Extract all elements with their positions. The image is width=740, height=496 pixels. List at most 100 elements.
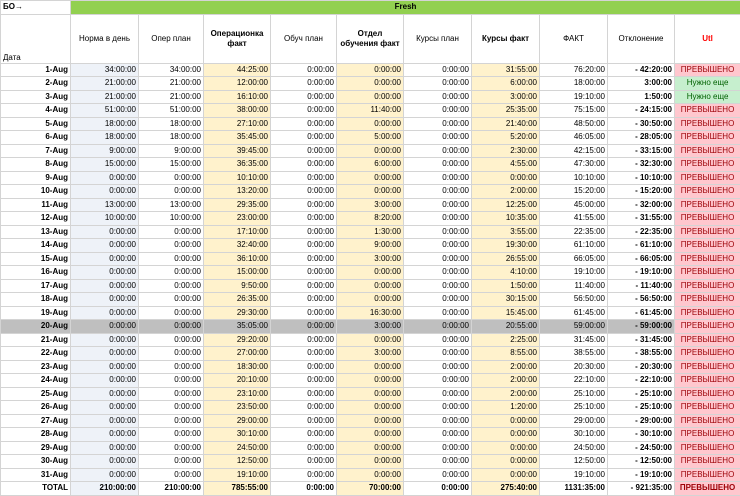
fakt-cell[interactable]: 19:10:00 xyxy=(540,90,608,104)
oper-plan-cell[interactable]: 10:00:00 xyxy=(139,212,204,226)
kursy-plan-cell[interactable]: 0:00:00 xyxy=(404,401,472,415)
obuch-plan-cell[interactable]: 0:00:00 xyxy=(271,225,337,239)
date-cell[interactable]: 12-Aug xyxy=(1,212,71,226)
fakt-cell[interactable]: 22:35:00 xyxy=(540,225,608,239)
norm-cell[interactable]: 0:00:00 xyxy=(71,279,139,293)
oper-fact-cell[interactable]: 12:00:00 xyxy=(204,77,271,91)
kursy-plan-cell[interactable]: 0:00:00 xyxy=(404,306,472,320)
kursy-fact-cell[interactable]: 21:40:00 xyxy=(472,117,540,131)
date-cell[interactable]: 4-Aug xyxy=(1,104,71,118)
otdel-fact-cell[interactable]: 0:00:00 xyxy=(337,266,404,280)
obuch-plan-cell[interactable]: 0:00:00 xyxy=(271,306,337,320)
otkl-cell[interactable]: - 24:50:00 xyxy=(608,441,675,455)
oper-plan-cell[interactable]: 0:00:00 xyxy=(139,347,204,361)
status-cell[interactable]: ПРЕВЫШЕНО xyxy=(675,239,740,253)
date-cell[interactable]: 2-Aug xyxy=(1,77,71,91)
otdel-fact-cell[interactable]: 0:00:00 xyxy=(337,333,404,347)
fakt-cell[interactable]: 19:10:00 xyxy=(540,468,608,482)
obuch-plan-cell[interactable]: 0:00:00 xyxy=(271,252,337,266)
kursy-plan-cell[interactable]: 0:00:00 xyxy=(404,347,472,361)
oper-fact-cell[interactable]: 19:10:00 xyxy=(204,468,271,482)
oper-plan-cell[interactable]: 0:00:00 xyxy=(139,252,204,266)
kursy-plan-cell[interactable]: 0:00:00 xyxy=(404,225,472,239)
otdel-fact-cell[interactable]: 5:00:00 xyxy=(337,131,404,145)
oper-fact-cell[interactable]: 35:45:00 xyxy=(204,131,271,145)
date-cell[interactable]: 7-Aug xyxy=(1,144,71,158)
obuch-plan-cell[interactable]: 0:00:00 xyxy=(271,144,337,158)
banner-left-cell[interactable]: БО→ xyxy=(1,1,71,15)
kursy-fact-cell[interactable]: 19:30:00 xyxy=(472,239,540,253)
norm-cell[interactable]: 13:00:00 xyxy=(71,198,139,212)
status-cell[interactable]: ПРЕВЫШЕНО xyxy=(675,374,740,388)
date-cell[interactable]: 3-Aug xyxy=(1,90,71,104)
date-cell[interactable]: 20-Aug xyxy=(1,320,71,334)
otkl-cell[interactable]: - 30:50:00 xyxy=(608,117,675,131)
otkl-cell[interactable]: - 19:10:00 xyxy=(608,266,675,280)
kursy-fact-cell[interactable]: 2:00:00 xyxy=(472,387,540,401)
fakt-cell[interactable]: 19:10:00 xyxy=(540,266,608,280)
norm-cell[interactable]: 0:00:00 xyxy=(71,387,139,401)
status-cell[interactable]: ПРЕВЫШЕНО xyxy=(675,212,740,226)
oper-fact-cell[interactable]: 35:05:00 xyxy=(204,320,271,334)
kursy-plan-cell[interactable]: 0:00:00 xyxy=(404,468,472,482)
otkl-cell[interactable]: - 61:10:00 xyxy=(608,239,675,253)
kursy-fact-cell[interactable]: 30:15:00 xyxy=(472,293,540,307)
otkl-cell[interactable]: - 20:30:00 xyxy=(608,360,675,374)
date-cell[interactable]: 29-Aug xyxy=(1,441,71,455)
kursy-plan-cell[interactable]: 0:00:00 xyxy=(404,252,472,266)
otkl-cell[interactable]: - 10:10:00 xyxy=(608,171,675,185)
status-cell[interactable]: ПРЕВЫШЕНО xyxy=(675,185,740,199)
oper-plan-cell[interactable]: 9:00:00 xyxy=(139,144,204,158)
kursy-fact-cell[interactable]: 3:00:00 xyxy=(472,90,540,104)
date-cell[interactable]: 31-Aug xyxy=(1,468,71,482)
oper-plan-cell[interactable]: 18:00:00 xyxy=(139,131,204,145)
otkl-cell[interactable]: - 19:10:00 xyxy=(608,468,675,482)
fakt-cell[interactable]: 41:55:00 xyxy=(540,212,608,226)
oper-plan-cell[interactable]: 18:00:00 xyxy=(139,117,204,131)
oper-fact-cell[interactable]: 36:35:00 xyxy=(204,158,271,172)
status-cell[interactable]: ПРЕВЫШЕНО xyxy=(675,117,740,131)
status-cell[interactable]: ПРЕВЫШЕНО xyxy=(675,455,740,469)
kursy-fact-cell[interactable]: 2:25:00 xyxy=(472,333,540,347)
fakt-cell[interactable]: 42:15:00 xyxy=(540,144,608,158)
fakt-cell[interactable]: 12:50:00 xyxy=(540,455,608,469)
status-cell[interactable]: ПРЕВЫШЕНО xyxy=(675,131,740,145)
kursy-fact-cell[interactable]: 0:00:00 xyxy=(472,171,540,185)
otkl-cell[interactable]: - 25:10:00 xyxy=(608,401,675,415)
fakt-cell[interactable]: 10:10:00 xyxy=(540,171,608,185)
fakt-cell[interactable]: 11:40:00 xyxy=(540,279,608,293)
kursy-fact-cell[interactable]: 12:25:00 xyxy=(472,198,540,212)
norm-cell[interactable]: 51:00:00 xyxy=(71,104,139,118)
norm-cell[interactable]: 0:00:00 xyxy=(71,320,139,334)
otdel-fact-cell[interactable]: 0:00:00 xyxy=(337,387,404,401)
kursy-plan-cell[interactable]: 0:00:00 xyxy=(404,374,472,388)
obuch-plan-cell[interactable]: 0:00:00 xyxy=(271,293,337,307)
kursy-plan-cell[interactable]: 0:00:00 xyxy=(404,387,472,401)
oper-fact-cell[interactable]: 29:20:00 xyxy=(204,333,271,347)
date-cell[interactable]: 26-Aug xyxy=(1,401,71,415)
obuch-plan-cell[interactable]: 0:00:00 xyxy=(271,171,337,185)
date-cell[interactable]: 11-Aug xyxy=(1,198,71,212)
norm-cell[interactable]: 0:00:00 xyxy=(71,374,139,388)
norm-cell[interactable]: 0:00:00 xyxy=(71,401,139,415)
fakt-cell[interactable]: 20:30:00 xyxy=(540,360,608,374)
oper-fact-cell[interactable]: 32:40:00 xyxy=(204,239,271,253)
otkl-cell[interactable]: - 15:20:00 xyxy=(608,185,675,199)
otkl-cell[interactable]: - 22:10:00 xyxy=(608,374,675,388)
otdel-fact-cell[interactable]: 3:00:00 xyxy=(337,198,404,212)
date-cell[interactable]: 10-Aug xyxy=(1,185,71,199)
header-utl[interactable]: Utl xyxy=(675,14,740,63)
oper-fact-cell[interactable]: 44:25:00 xyxy=(204,63,271,77)
otkl-cell[interactable]: - 56:50:00 xyxy=(608,293,675,307)
date-cell[interactable]: 9-Aug xyxy=(1,171,71,185)
date-cell[interactable]: 25-Aug xyxy=(1,387,71,401)
kursy-fact-cell[interactable]: 0:00:00 xyxy=(472,468,540,482)
date-cell[interactable]: 21-Aug xyxy=(1,333,71,347)
oper-plan-cell[interactable]: 0:00:00 xyxy=(139,320,204,334)
oper-fact-cell[interactable]: 36:10:00 xyxy=(204,252,271,266)
obuch-plan-cell[interactable]: 0:00:00 xyxy=(271,279,337,293)
fakt-cell[interactable]: 76:20:00 xyxy=(540,63,608,77)
otkl-cell[interactable]: 3:00:00 xyxy=(608,77,675,91)
oper-fact-cell[interactable]: 23:10:00 xyxy=(204,387,271,401)
otdel-fact-cell[interactable]: 0:00:00 xyxy=(337,360,404,374)
